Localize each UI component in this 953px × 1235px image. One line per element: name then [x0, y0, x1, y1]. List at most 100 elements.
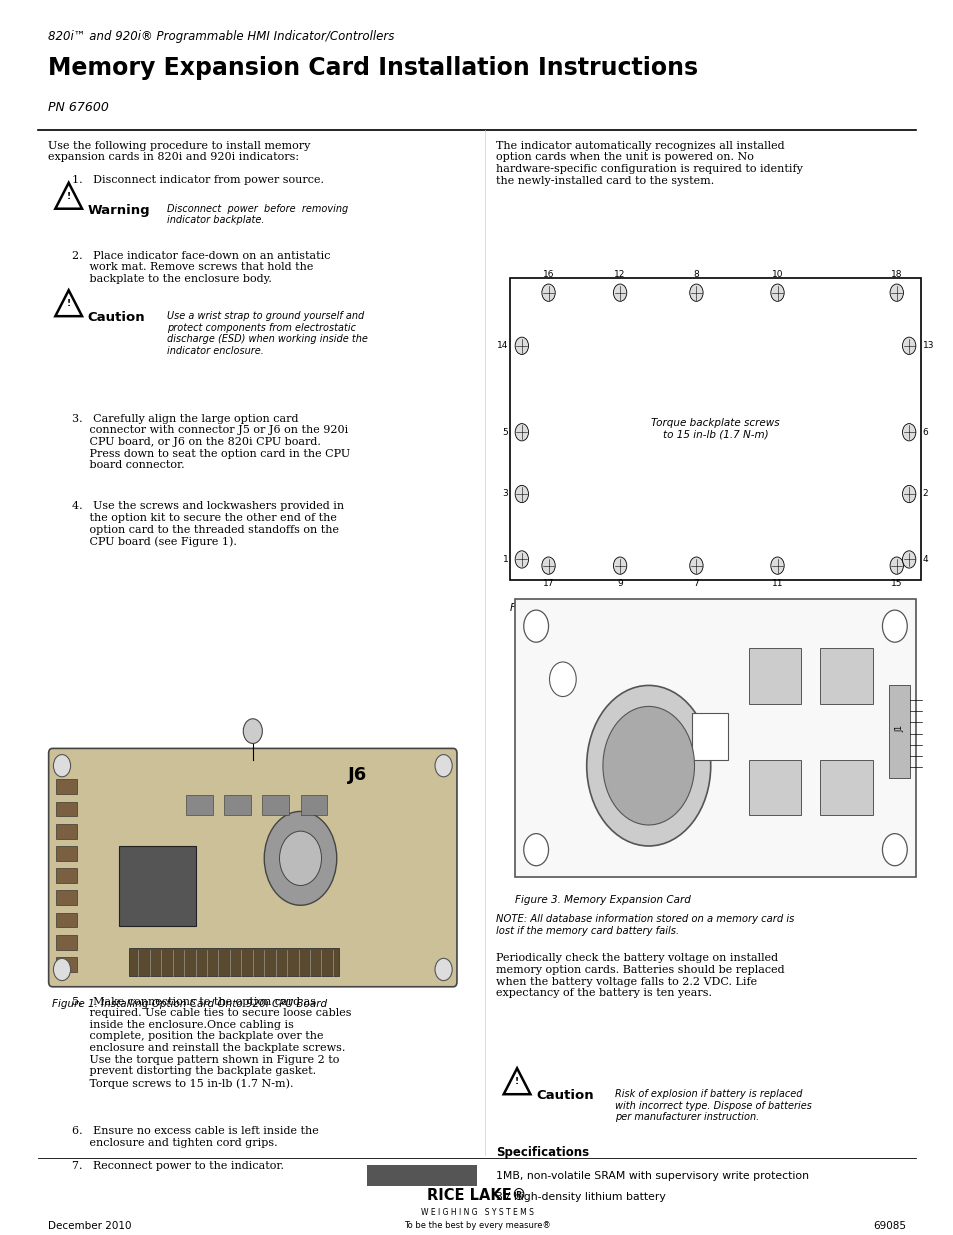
Text: Specifications: Specifications	[496, 1146, 589, 1160]
Text: 6.   Ensure no excess cable is left inside the
     enclosure and tighten cord g: 6. Ensure no excess cable is left inside…	[71, 1126, 318, 1147]
FancyBboxPatch shape	[56, 868, 77, 883]
Text: 7.   Reconnect power to the indicator.: 7. Reconnect power to the indicator.	[71, 1161, 283, 1171]
FancyBboxPatch shape	[56, 890, 77, 905]
Text: 8: 8	[693, 270, 699, 279]
Circle shape	[515, 485, 528, 503]
Circle shape	[279, 831, 321, 885]
Circle shape	[889, 557, 902, 574]
Text: 69085: 69085	[872, 1221, 905, 1231]
Text: 5.   Make connections to the option card as
     required. Use cable ties to sec: 5. Make connections to the option card a…	[71, 997, 351, 1088]
Text: Figure 1. Installing Option Card Onto 920i CPU Board: Figure 1. Installing Option Card Onto 92…	[52, 999, 327, 1009]
FancyBboxPatch shape	[56, 957, 77, 972]
Text: 1MB, non-volatile SRAM with supervisory write protection: 1MB, non-volatile SRAM with supervisory …	[496, 1171, 808, 1181]
Circle shape	[523, 834, 548, 866]
Text: J1: J1	[894, 725, 903, 732]
Circle shape	[882, 834, 906, 866]
FancyBboxPatch shape	[56, 779, 77, 794]
Text: 7: 7	[693, 579, 699, 588]
Text: W E I G H I N G   S Y S T E M S: W E I G H I N G S Y S T E M S	[420, 1208, 533, 1216]
FancyBboxPatch shape	[515, 599, 915, 877]
FancyBboxPatch shape	[56, 846, 77, 861]
FancyBboxPatch shape	[748, 648, 801, 704]
Circle shape	[264, 811, 336, 905]
FancyBboxPatch shape	[56, 824, 77, 839]
Text: Figure 2. 920i Enclosure Backplate: Figure 2. 920i Enclosure Backplate	[510, 603, 690, 613]
Text: 15: 15	[890, 579, 902, 588]
FancyBboxPatch shape	[367, 1165, 476, 1186]
Text: Caution: Caution	[536, 1089, 593, 1103]
FancyBboxPatch shape	[49, 748, 456, 987]
Text: 17: 17	[542, 579, 554, 588]
FancyBboxPatch shape	[300, 795, 327, 815]
Text: RICE LAKE®: RICE LAKE®	[427, 1188, 526, 1203]
Text: NOTE: All database information stored on a memory card is
lost if the memory car: NOTE: All database information stored on…	[496, 914, 794, 935]
FancyBboxPatch shape	[119, 846, 195, 926]
Text: To be the best by every measure®: To be the best by every measure®	[403, 1221, 550, 1230]
Text: PN 67600: PN 67600	[48, 101, 109, 115]
Text: Caution: Caution	[88, 311, 145, 325]
Text: Disconnect  power  before  removing
indicator backplate.: Disconnect power before removing indicat…	[167, 204, 348, 225]
Text: !: !	[515, 1077, 518, 1087]
Text: 10: 10	[771, 270, 782, 279]
Text: Use a wrist strap to ground yourself and
protect components from electrostatic
d: Use a wrist strap to ground yourself and…	[167, 311, 368, 356]
Circle shape	[541, 284, 555, 301]
Text: 3.   Carefully align the large option card
     connector with connector J5 or J: 3. Carefully align the large option card…	[71, 414, 350, 471]
Text: December 2010: December 2010	[48, 1221, 132, 1231]
FancyBboxPatch shape	[691, 713, 727, 760]
Circle shape	[586, 685, 710, 846]
Circle shape	[435, 755, 452, 777]
Circle shape	[602, 706, 694, 825]
Text: !: !	[67, 191, 71, 201]
Circle shape	[770, 557, 783, 574]
FancyBboxPatch shape	[56, 802, 77, 816]
Text: !: !	[67, 299, 71, 309]
FancyBboxPatch shape	[888, 685, 909, 778]
Text: 1: 1	[502, 555, 508, 564]
Text: 1.   Disconnect indicator from power source.: 1. Disconnect indicator from power sourc…	[71, 175, 323, 185]
Circle shape	[541, 557, 555, 574]
Circle shape	[613, 557, 626, 574]
Circle shape	[902, 337, 915, 354]
Circle shape	[435, 958, 452, 981]
Text: J6: J6	[348, 766, 367, 784]
Circle shape	[523, 610, 548, 642]
Text: Warning: Warning	[88, 204, 151, 217]
Text: Risk of explosion if battery is replaced
with incorrect type. Dispose of batteri: Risk of explosion if battery is replaced…	[615, 1089, 811, 1123]
Circle shape	[53, 755, 71, 777]
Circle shape	[53, 958, 71, 981]
FancyBboxPatch shape	[820, 648, 872, 704]
Text: 6: 6	[922, 427, 927, 437]
Text: Memory Expansion Card Installation Instructions: Memory Expansion Card Installation Instr…	[48, 56, 697, 79]
Circle shape	[882, 610, 906, 642]
FancyBboxPatch shape	[820, 760, 872, 815]
Text: 13: 13	[922, 341, 933, 351]
FancyBboxPatch shape	[56, 913, 77, 927]
Circle shape	[889, 284, 902, 301]
FancyBboxPatch shape	[262, 795, 289, 815]
Text: 12: 12	[614, 270, 625, 279]
Circle shape	[515, 551, 528, 568]
Circle shape	[515, 337, 528, 354]
Circle shape	[243, 719, 262, 743]
Text: 3: 3	[502, 489, 508, 499]
Circle shape	[902, 485, 915, 503]
Circle shape	[902, 551, 915, 568]
Text: 16: 16	[542, 270, 554, 279]
Text: The indicator automatically recognizes all installed
option cards when the unit : The indicator automatically recognizes a…	[496, 141, 802, 185]
Circle shape	[689, 284, 702, 301]
Text: 2.   Place indicator face-down on an antistatic
     work mat. Remove screws tha: 2. Place indicator face-down on an antis…	[71, 251, 330, 284]
Circle shape	[613, 284, 626, 301]
Circle shape	[689, 557, 702, 574]
FancyBboxPatch shape	[510, 278, 920, 580]
Text: Periodically check the battery voltage on installed
memory option cards. Batteri: Periodically check the battery voltage o…	[496, 953, 784, 998]
Text: 14: 14	[497, 341, 508, 351]
FancyBboxPatch shape	[186, 795, 213, 815]
Text: 2: 2	[922, 489, 927, 499]
Circle shape	[549, 662, 576, 697]
Circle shape	[902, 424, 915, 441]
Text: 9: 9	[617, 579, 622, 588]
Circle shape	[770, 284, 783, 301]
FancyBboxPatch shape	[56, 935, 77, 950]
Text: 5: 5	[502, 427, 508, 437]
FancyBboxPatch shape	[748, 760, 801, 815]
